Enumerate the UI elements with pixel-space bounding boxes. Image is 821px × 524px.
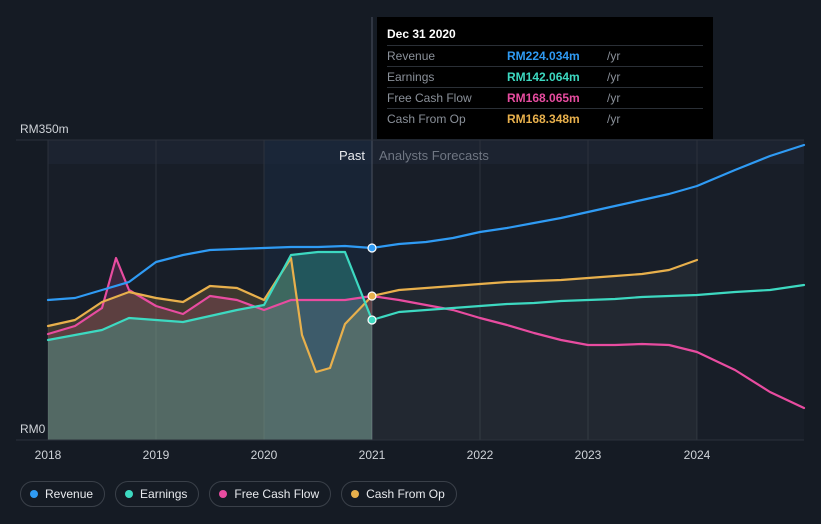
y-axis-top-label: RM350m	[20, 122, 69, 136]
tooltip-row-label: Free Cash Flow	[387, 88, 507, 109]
legend-dot-icon	[30, 490, 38, 498]
legend-dot-icon	[219, 490, 227, 498]
x-axis-tick: 2023	[575, 448, 602, 462]
tooltip-row: Earnings RM142.064m /yr	[387, 67, 703, 88]
tooltip-row-value: RM168.348m	[507, 109, 607, 130]
past-label: Past	[339, 148, 365, 163]
legend-label: Free Cash Flow	[234, 487, 319, 501]
chart-tooltip: Dec 31 2020 Revenue RM224.034m /yr Earni…	[377, 17, 713, 139]
legend-dot-icon	[125, 490, 133, 498]
tooltip-table: Revenue RM224.034m /yr Earnings RM142.06…	[387, 45, 703, 129]
y-axis-bottom-label: RM0	[20, 422, 45, 436]
tooltip-body: Revenue RM224.034m /yr Earnings RM142.06…	[387, 46, 703, 130]
x-axis-tick: 2021	[359, 448, 386, 462]
legend-label: Revenue	[45, 487, 93, 501]
tooltip-row-label: Revenue	[387, 46, 507, 67]
legend-item[interactable]: Cash From Op	[341, 481, 457, 507]
financial-chart-root: Dec 31 2020 Revenue RM224.034m /yr Earni…	[0, 0, 821, 524]
x-axis-tick: 2018	[35, 448, 62, 462]
forecast-label: Analysts Forecasts	[379, 148, 489, 163]
tooltip-row-unit: /yr	[607, 88, 703, 109]
tooltip-date: Dec 31 2020	[387, 25, 703, 45]
tooltip-row-unit: /yr	[607, 109, 703, 130]
tooltip-row-label: Earnings	[387, 67, 507, 88]
legend-item[interactable]: Revenue	[20, 481, 105, 507]
tooltip-row: Free Cash Flow RM168.065m /yr	[387, 88, 703, 109]
tooltip-row-value: RM224.034m	[507, 46, 607, 67]
tooltip-row: Revenue RM224.034m /yr	[387, 46, 703, 67]
legend-label: Cash From Op	[366, 487, 445, 501]
x-axis: 2018 2019 2020 2021 2022 2023 2024	[0, 448, 821, 468]
x-axis-tick: 2024	[684, 448, 711, 462]
x-axis-tick: 2022	[467, 448, 494, 462]
legend-item[interactable]: Free Cash Flow	[209, 481, 331, 507]
legend: Revenue Earnings Free Cash Flow Cash From O…	[20, 481, 457, 507]
tooltip-row: Cash From Op RM168.348m /yr	[387, 109, 703, 130]
tooltip-row-unit: /yr	[607, 46, 703, 67]
tooltip-row-value: RM142.064m	[507, 67, 607, 88]
tooltip-row-unit: /yr	[607, 67, 703, 88]
legend-item[interactable]: Earnings	[115, 481, 199, 507]
x-axis-tick: 2020	[251, 448, 278, 462]
x-axis-tick: 2019	[143, 448, 170, 462]
tooltip-row-label: Cash From Op	[387, 109, 507, 130]
tooltip-row-value: RM168.065m	[507, 88, 607, 109]
legend-dot-icon	[351, 490, 359, 498]
legend-label: Earnings	[140, 487, 187, 501]
